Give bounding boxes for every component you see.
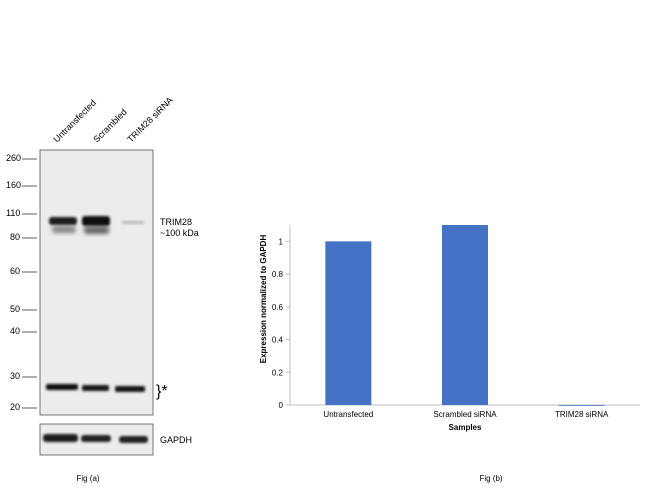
trim28-band-untransfected xyxy=(49,217,77,225)
trim28-size-label: ~100 kDa xyxy=(160,228,199,238)
x-tick-label: TRIM28 siRNA xyxy=(555,410,609,419)
y-tick-label: 0.6 xyxy=(272,303,284,312)
x-axis-title: Samples xyxy=(449,423,482,432)
lane-label-scrambled: Scrambled xyxy=(91,107,128,144)
mw-110: 110 xyxy=(6,208,20,218)
x-axis-tick-labels: Untransfected Scrambled siRNA TRIM28 siRNA xyxy=(323,410,609,419)
y-tick-label: 0.4 xyxy=(272,336,284,345)
y-axis-title: Expression normalized to GAPDH xyxy=(259,235,268,364)
nonspecific-band-trim28-sirna xyxy=(115,386,145,392)
lane-label-trim28-sirna: TRIM28 siRNA xyxy=(125,95,175,145)
mw-80: 80 xyxy=(10,232,20,242)
figure-b-caption: Fig (b) xyxy=(479,474,502,483)
mw-160: 160 xyxy=(6,180,21,190)
x-tick-label: Scrambled siRNA xyxy=(433,410,497,419)
y-axis-ticks: 0 0.2 0.4 0.6 0.8 1 xyxy=(272,237,290,410)
trim28-band-scrambled xyxy=(82,216,110,226)
trim28-smear-untransfected xyxy=(52,226,76,233)
bar-trim28-sirna xyxy=(558,405,605,406)
figure-a-caption: Fig (a) xyxy=(76,474,99,483)
trim28-smear-scrambled xyxy=(84,226,109,234)
mw-260: 260 xyxy=(6,153,21,163)
mw-60: 60 xyxy=(10,266,20,276)
gapdh-bands xyxy=(43,434,148,443)
western-blot-panel: Untransfected Scrambled TRIM28 siRNA 260… xyxy=(6,95,199,483)
nonspecific-band-untransfected xyxy=(46,384,78,390)
bar-chart: 0 0.2 0.4 0.6 0.8 1 Untransfected Scrambled si… xyxy=(259,225,640,483)
nonspecific-bands xyxy=(46,384,145,392)
mw-40: 40 xyxy=(10,326,20,336)
mw-50: 50 xyxy=(10,304,20,314)
blot-membrane xyxy=(39,149,154,416)
mw-markers: 260 160 110 80 60 50 40 30 20 xyxy=(6,153,37,412)
mw-20: 20 xyxy=(10,402,20,412)
gapdh-band-scrambled xyxy=(81,435,111,442)
nonspecific-band-scrambled xyxy=(82,385,109,391)
bar-series xyxy=(325,225,605,406)
bar-scrambled-sirna xyxy=(442,225,488,405)
trim28-band-trim28-sirna xyxy=(122,221,144,224)
y-tick-label: 0.2 xyxy=(272,368,284,377)
trim28-bands xyxy=(49,216,144,234)
x-tick-label: Untransfected xyxy=(323,410,373,419)
mw-30: 30 xyxy=(10,371,20,381)
gapdh-label: GAPDH xyxy=(160,435,192,445)
y-tick-label: 0.8 xyxy=(272,270,284,279)
bar-untransfected xyxy=(325,241,372,405)
y-tick-label: 0 xyxy=(279,401,284,410)
nonspecific-bracket: }* xyxy=(156,383,168,400)
gapdh-band-untransfected xyxy=(43,434,78,442)
trim28-label: TRIM28 xyxy=(160,217,192,227)
y-tick-label: 1 xyxy=(279,237,284,246)
gapdh-band-trim28-sirna xyxy=(119,436,148,443)
